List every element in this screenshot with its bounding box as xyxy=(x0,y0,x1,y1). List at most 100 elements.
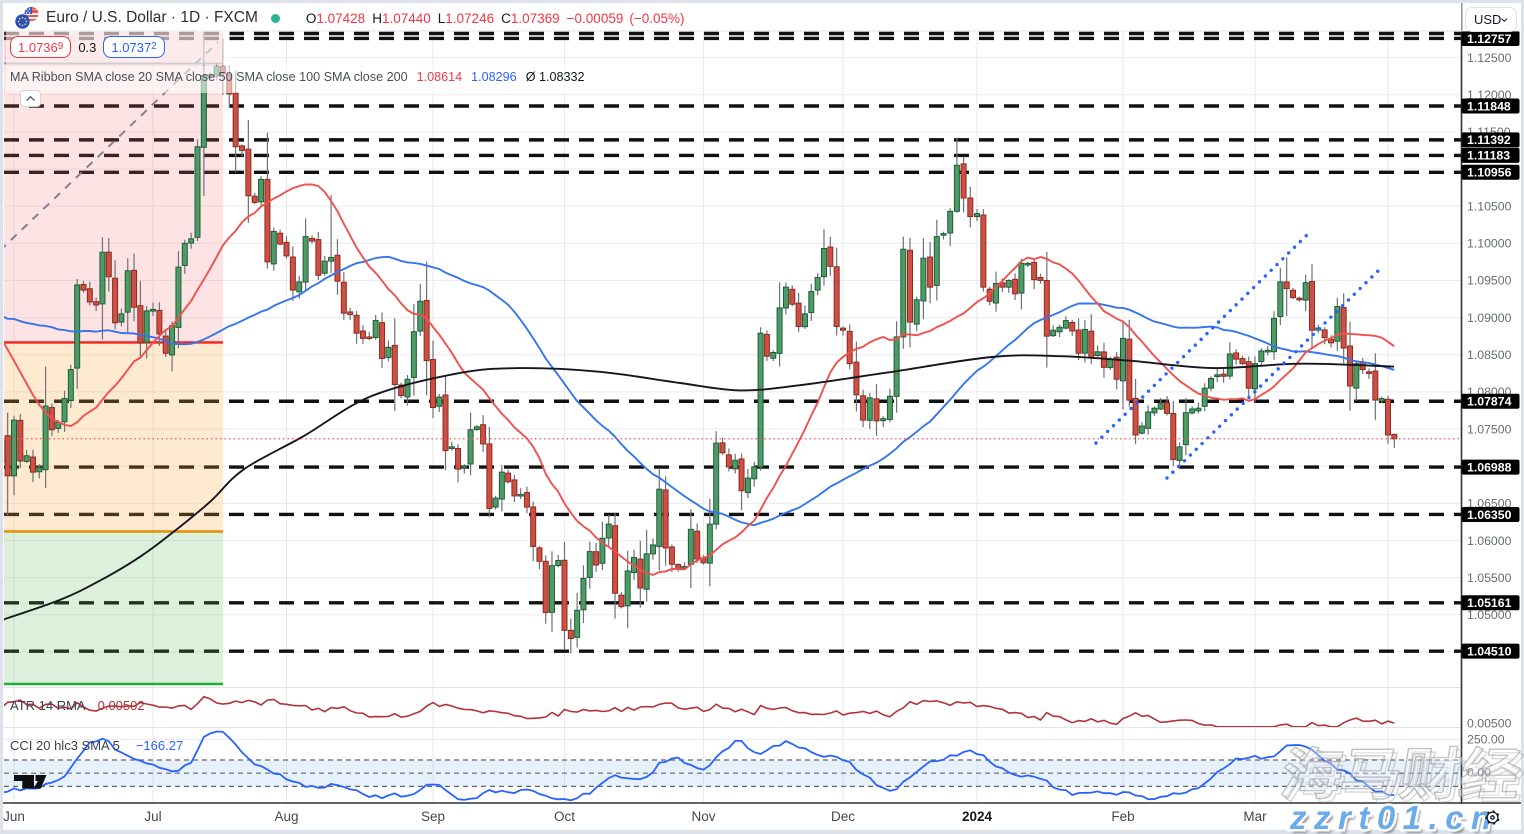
candle xyxy=(1347,345,1353,387)
candle xyxy=(967,197,974,218)
candle xyxy=(1151,407,1158,414)
price-change-pct: (−0.05%) xyxy=(629,10,685,26)
candle xyxy=(1271,317,1277,353)
price-level-badge xyxy=(1461,459,1520,475)
price-level-badge xyxy=(1461,132,1520,148)
ohlc-low-key: L xyxy=(437,10,446,26)
cci-indicator-legend[interactable]: CCI 20 hlc3 SMA 5 −166.27 xyxy=(10,738,183,753)
candle xyxy=(486,443,493,510)
candle xyxy=(927,256,934,288)
candle xyxy=(820,247,827,278)
candle xyxy=(398,384,405,397)
legend-collapse-button[interactable] xyxy=(20,90,41,107)
candle xyxy=(1385,398,1391,436)
legend-row-backdrop-2 xyxy=(6,66,576,93)
cci-value: −166.27 xyxy=(135,738,184,753)
price-level-badge-text: 1.12757 xyxy=(1467,32,1512,46)
candle xyxy=(561,559,568,631)
currency-label: USD xyxy=(1474,12,1502,27)
time-axis-label: Jul xyxy=(144,809,161,824)
price-tick-label: 1.09000 xyxy=(1467,311,1512,325)
candle xyxy=(960,163,967,199)
candle xyxy=(112,277,119,324)
candle xyxy=(687,528,694,565)
candle xyxy=(517,493,524,497)
time-axis-label: Jun xyxy=(3,809,25,824)
candle xyxy=(795,302,802,328)
candle xyxy=(782,286,789,309)
candle xyxy=(17,419,24,462)
sell-price-sup: 9 xyxy=(57,40,64,52)
candle xyxy=(461,465,468,469)
candle xyxy=(511,479,518,497)
candle xyxy=(920,257,927,302)
candle xyxy=(23,455,30,462)
tradingview-logo xyxy=(14,775,34,789)
price-level-badge-text: 1.05161 xyxy=(1467,596,1512,610)
candle xyxy=(675,564,682,570)
currency-dropdown[interactable]: USD xyxy=(1465,7,1517,32)
price-level-badge xyxy=(1461,506,1520,522)
candle xyxy=(873,398,880,422)
candle xyxy=(1283,281,1290,290)
candle xyxy=(99,251,106,305)
candle xyxy=(283,241,290,257)
cci-band xyxy=(4,760,1462,787)
candle xyxy=(776,307,783,354)
buy-price: 1.0737 xyxy=(111,39,152,55)
price-level-badge-text: 1.06350 xyxy=(1467,508,1512,522)
candle xyxy=(853,361,860,396)
price-level-badge-text: 1.11183 xyxy=(1467,149,1510,163)
candle xyxy=(1113,356,1120,380)
candle xyxy=(505,472,512,483)
candle xyxy=(953,164,960,212)
candle xyxy=(1164,402,1170,414)
candle xyxy=(302,236,309,283)
candle xyxy=(86,288,93,303)
price-change: −0.00059 xyxy=(566,10,624,26)
symbol-title[interactable]: Euro / U.S. Dollar · 1D · FXCM xyxy=(46,9,258,26)
candle xyxy=(1233,352,1240,360)
time-axis-label: Apr xyxy=(1377,809,1399,824)
candle xyxy=(1031,261,1038,281)
candle xyxy=(162,335,169,354)
ma-ribbon-legend[interactable]: MA Ribbon SMA close 20 SMA close 50 SMA … xyxy=(10,68,585,86)
candle xyxy=(649,544,656,555)
candle xyxy=(738,458,745,492)
price-scale[interactable]: 1.045001.050001.055001.060001.065001.070… xyxy=(1460,3,1522,829)
candle xyxy=(880,418,887,422)
candle xyxy=(999,282,1006,288)
candle xyxy=(480,424,487,445)
candle xyxy=(1050,329,1057,337)
sell-price-button[interactable]: 1.0736 9 xyxy=(10,36,72,58)
sma200-line xyxy=(4,354,1395,621)
time-axis[interactable]: Jun Jul Aug Sep Oct Nov Dec 2024 Feb Mar Apr xyxy=(3,802,1521,830)
candle xyxy=(757,332,764,468)
candle xyxy=(289,256,296,291)
atr-indicator-legend[interactable]: ATR 14 RMA 0.00502 xyxy=(10,698,145,713)
buy-price-button[interactable]: 1.0737 2 xyxy=(103,36,165,58)
candle xyxy=(732,459,739,470)
gear-icon[interactable] xyxy=(1483,808,1502,827)
candle xyxy=(907,249,913,323)
atr-label: ATR 14 RMA xyxy=(10,698,86,713)
candle xyxy=(1132,397,1139,436)
candle xyxy=(940,233,947,236)
candle xyxy=(328,256,335,262)
candle xyxy=(1176,446,1183,461)
ohlc-close-value: 1.07369 xyxy=(510,10,560,26)
ohlc-low: L1.07246 xyxy=(438,11,494,26)
candle xyxy=(1189,408,1196,414)
price-level-badge xyxy=(1461,595,1520,611)
candle xyxy=(808,291,815,313)
candle xyxy=(1378,398,1385,402)
cci-line xyxy=(4,730,1395,802)
candle xyxy=(1088,330,1095,359)
candle xyxy=(1069,321,1076,332)
price-tick-label: 1.05000 xyxy=(1467,608,1512,622)
candle xyxy=(150,308,156,312)
candle xyxy=(74,284,81,369)
candle xyxy=(1353,363,1360,389)
